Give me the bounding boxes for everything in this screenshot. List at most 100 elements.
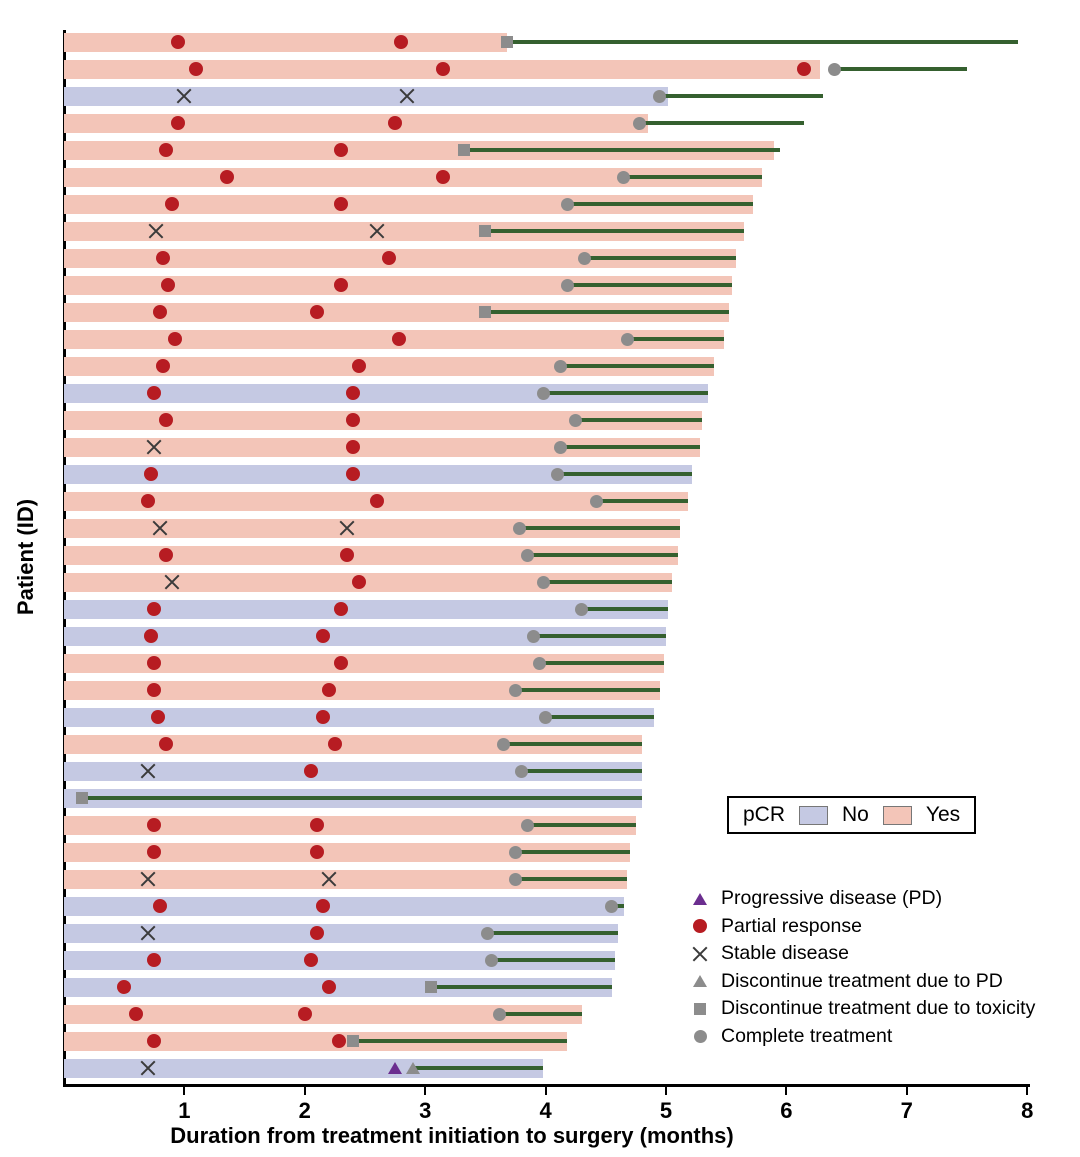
treatment-end-to-surgery-line xyxy=(557,472,693,476)
patient-bar xyxy=(64,626,666,646)
pcr-no-label: No xyxy=(842,803,869,826)
treatment-end-to-surgery-line xyxy=(521,769,642,773)
treatment-end-to-surgery-line xyxy=(623,175,763,179)
complete-treatment-marker xyxy=(532,655,548,671)
patient-bar xyxy=(64,410,703,430)
treatment-end-to-surgery-line xyxy=(581,607,669,611)
treatment-end-to-surgery-line xyxy=(485,229,745,233)
x-axis-tick xyxy=(785,1086,788,1095)
complete-treatment-marker xyxy=(508,682,524,698)
treatment-end-to-surgery-line xyxy=(659,94,823,98)
legend-item-progressive-disease: Progressive disease (PD) xyxy=(692,887,1035,909)
x-axis-tick-label: 2 xyxy=(298,1098,311,1123)
patient-bar xyxy=(64,1004,582,1024)
partial-response-marker xyxy=(150,709,166,725)
pcr-yes-label: Yes xyxy=(925,803,961,826)
stable-disease-marker xyxy=(146,439,162,455)
complete-treatment-marker xyxy=(559,196,575,212)
treatment-end-to-surgery-line xyxy=(543,391,709,395)
pcr-legend-title: pCR xyxy=(743,803,786,826)
partial-response-marker xyxy=(146,844,162,860)
legend-label: Stable disease xyxy=(721,942,849,964)
partial-response-marker xyxy=(309,844,325,860)
partial-response-marker xyxy=(345,385,361,401)
treatment-end-to-surgery-line xyxy=(487,931,618,935)
complete-treatment-marker xyxy=(616,169,632,185)
stable-disease-marker xyxy=(140,925,156,941)
patient-bar xyxy=(64,896,624,916)
partial-response-marker xyxy=(351,358,367,374)
complete-treatment-marker xyxy=(652,88,668,104)
partial-response-marker xyxy=(297,1006,313,1022)
progressive-disease-triangle-icon xyxy=(692,891,708,907)
partial-response-marker xyxy=(393,34,409,50)
partial-response-marker xyxy=(387,115,403,131)
x-axis-tick-label: 3 xyxy=(419,1098,432,1123)
x-axis-tick xyxy=(303,1086,306,1095)
partial-response-marker xyxy=(333,196,349,212)
y-axis-title: Patient (ID) xyxy=(13,498,38,616)
stable-disease-marker xyxy=(339,520,355,536)
partial-response-marker xyxy=(146,655,162,671)
partial-response-marker xyxy=(369,493,385,509)
treatment-end-to-surgery-line xyxy=(527,823,636,827)
partial-response-marker xyxy=(158,412,174,428)
partial-response-marker xyxy=(170,115,186,131)
treatment-end-to-surgery-line xyxy=(485,310,729,314)
partial-response-marker xyxy=(146,601,162,617)
discontinue-pd-triangle-icon xyxy=(692,973,708,989)
complete-treatment-marker xyxy=(526,628,542,644)
patient-bar xyxy=(64,518,681,538)
legend-item-complete-treatment: Complete treatment xyxy=(692,1025,1035,1047)
partial-response-marker xyxy=(391,331,407,347)
partial-response-marker xyxy=(351,574,367,590)
partial-response-marker xyxy=(333,277,349,293)
complete-treatment-marker xyxy=(520,547,536,563)
discontinue-toxicity-marker xyxy=(345,1033,361,1049)
partial-response-marker xyxy=(146,1033,162,1049)
complete-treatment-marker xyxy=(480,925,496,941)
treatment-end-to-surgery-line xyxy=(463,148,781,152)
patient-bar xyxy=(64,113,648,133)
treatment-end-to-surgery-line xyxy=(539,661,664,665)
stable-disease-marker xyxy=(176,88,192,104)
partial-response-marker xyxy=(143,466,159,482)
partial-response-marker xyxy=(315,898,331,914)
x-axis-tick xyxy=(905,1086,908,1095)
treatment-end-to-surgery-line xyxy=(491,958,616,962)
patient-bar xyxy=(64,140,775,160)
patient-bar xyxy=(64,707,654,727)
x-axis-tick xyxy=(665,1086,667,1095)
patient-bar xyxy=(64,761,642,781)
discontinue-toxicity-marker xyxy=(423,979,439,995)
stable-disease-marker xyxy=(152,520,168,536)
x-axis-tick-label: 7 xyxy=(900,1098,913,1123)
patient-bar xyxy=(64,815,636,835)
x-axis-tick-label: 1 xyxy=(178,1098,191,1123)
partial-response-marker xyxy=(309,304,325,320)
partial-response-marker xyxy=(152,304,168,320)
partial-response-marker xyxy=(333,142,349,158)
partial-response-marker xyxy=(303,952,319,968)
x-axis-tick-label: 4 xyxy=(539,1098,552,1123)
treatment-end-to-surgery-line xyxy=(567,202,753,206)
discontinue-pd-marker xyxy=(405,1060,421,1076)
complete-treatment-marker xyxy=(535,574,551,590)
complete-treatment-marker xyxy=(550,466,566,482)
treatment-end-to-surgery-line xyxy=(82,796,642,800)
complete-treatment-marker xyxy=(514,763,530,779)
complete-treatment-marker xyxy=(495,736,511,752)
patient-bar xyxy=(64,86,669,106)
complete-treatment-marker xyxy=(574,601,590,617)
patient-bar xyxy=(64,194,753,214)
stable-disease-marker xyxy=(140,871,156,887)
x-axis-tick xyxy=(1026,1086,1029,1095)
legend-item-discontinue-toxicity: Discontinue treatment due to toxicity xyxy=(692,997,1035,1019)
treatment-end-to-surgery-line xyxy=(567,283,733,287)
stable-disease-x-icon xyxy=(692,946,708,962)
x-axis-tick-label: 6 xyxy=(780,1098,793,1123)
patient-bar xyxy=(64,599,669,619)
discontinue-toxicity-marker xyxy=(477,223,493,239)
treatment-end-to-surgery-line xyxy=(515,877,628,881)
partial-response-marker xyxy=(164,196,180,212)
